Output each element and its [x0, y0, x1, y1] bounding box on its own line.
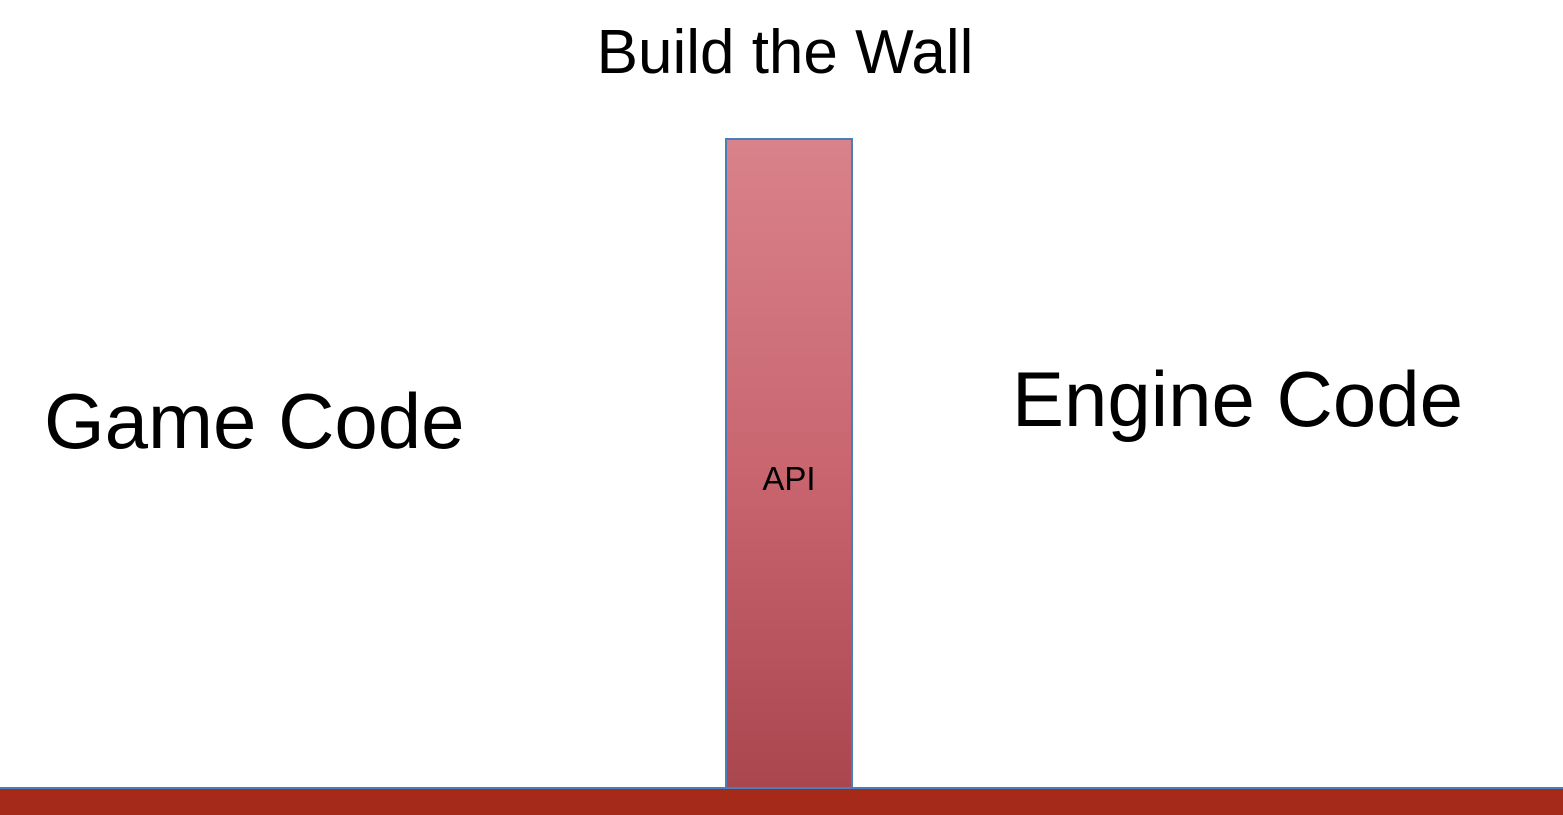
engine-code-label: Engine Code [1012, 355, 1464, 443]
ground-line [0, 787, 1563, 789]
ground-bar [0, 789, 1563, 815]
api-label: API [762, 460, 816, 497]
slide-title: Build the Wall [596, 18, 974, 87]
game-code-label: Game Code [44, 377, 465, 465]
api-wall: API [725, 138, 853, 788]
